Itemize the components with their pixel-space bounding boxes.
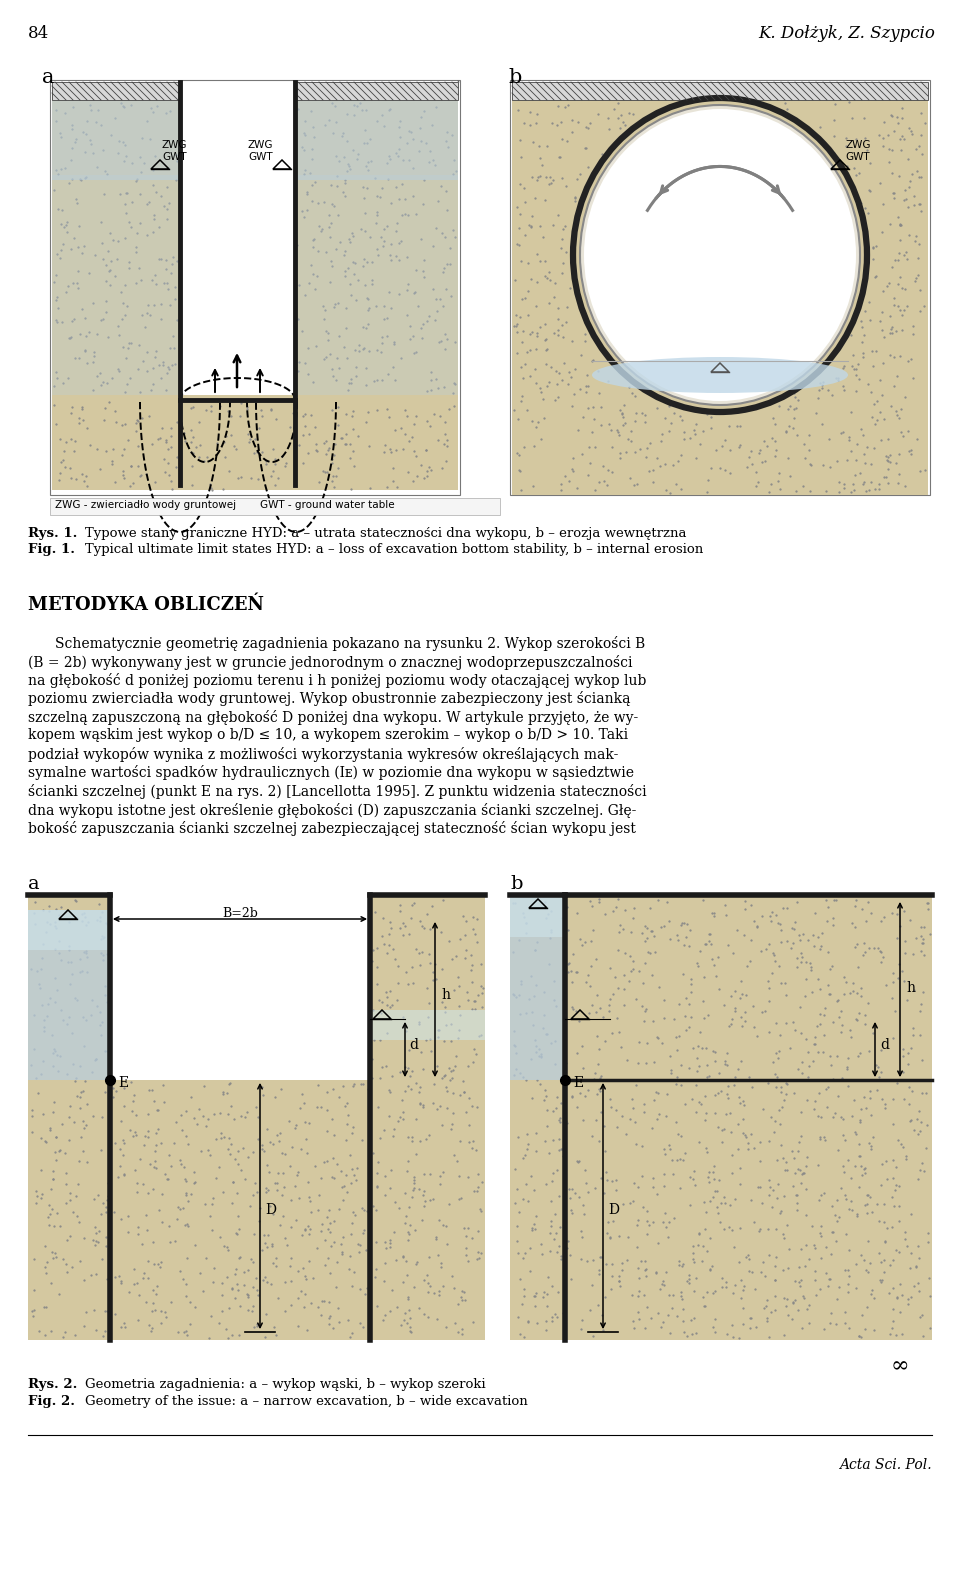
Text: METODYKA OBLICZEŃ: METODYKA OBLICZEŃ (28, 596, 264, 614)
Text: 84: 84 (28, 25, 49, 41)
Text: Geometria zagadnienia: a – wykop wąski, b – wykop szeroki: Geometria zagadnienia: a – wykop wąski, … (85, 1379, 486, 1391)
Text: Rys. 1.: Rys. 1. (28, 526, 78, 541)
Bar (28, 897, 110, 1340)
Text: podział wykopów wynika z możliwości wykorzystania wykresów określających mak-: podział wykopów wynika z możliwości wyko… (28, 747, 618, 762)
Text: poziomu zwierciadła wody gruntowej. Wykop obustronnie zabezpieczony jest ścianką: poziomu zwierciadła wody gruntowej. Wyko… (28, 692, 631, 706)
Bar (510, 897, 932, 1340)
Bar (510, 897, 565, 1080)
Text: Acta Sci. Pol.: Acta Sci. Pol. (839, 1458, 932, 1472)
Text: D: D (265, 1204, 276, 1216)
Ellipse shape (584, 110, 856, 401)
Text: GWT: GWT (248, 153, 273, 162)
Bar (28, 909, 110, 949)
Text: Geometry of the issue: a – narrow excavation, b – wide excavation: Geometry of the issue: a – narrow excava… (85, 1394, 528, 1409)
Text: h: h (906, 981, 915, 995)
Text: a: a (28, 875, 39, 894)
Text: Fig. 2.: Fig. 2. (28, 1394, 75, 1409)
Text: Rys. 2.: Rys. 2. (28, 1379, 78, 1391)
Ellipse shape (580, 105, 860, 405)
Bar (512, 99, 928, 494)
Bar (370, 897, 485, 1340)
Text: dna wykopu istotne jest określenie głębokości (D) zapuszczania ścianki szczelnej: dna wykopu istotne jest określenie głębo… (28, 803, 636, 817)
Text: kopem wąskim jest wykop o b/D ≤ 10, a wykopem szerokim – wykop o b/D > 10. Taki: kopem wąskim jest wykop o b/D ≤ 10, a wy… (28, 728, 628, 743)
Text: E: E (118, 1076, 128, 1091)
Bar (512, 83, 928, 100)
Text: na głębokość d poniżej poziomu terenu i h poniżej poziomu wody otaczającej wykop: na głębokość d poniżej poziomu terenu i … (28, 673, 646, 688)
Bar (510, 80, 930, 494)
Text: B=2b: B=2b (222, 906, 258, 921)
Text: b: b (510, 875, 522, 894)
Text: ścianki szczelnej (punkt E na rys. 2) [Lancellotta 1995]. Z punktu widzenia stat: ścianki szczelnej (punkt E na rys. 2) [L… (28, 784, 647, 800)
Ellipse shape (573, 99, 867, 412)
Bar (52, 91, 180, 394)
Bar (295, 83, 458, 100)
Bar (295, 91, 458, 394)
Text: E: E (573, 1076, 583, 1091)
Text: Typowe stany graniczne HYD: a – utrata stateczności dna wykopu, b – erozja wewnę: Typowe stany graniczne HYD: a – utrata s… (85, 526, 686, 541)
Bar (295, 175, 458, 394)
Bar (370, 1010, 485, 1040)
Bar (510, 897, 565, 937)
Text: GWT - ground water table: GWT - ground water table (260, 499, 395, 510)
Text: Typical ultimate limit states HYD: a – loss of excavation bottom stability, b – : Typical ultimate limit states HYD: a – l… (85, 544, 704, 556)
Text: b: b (508, 68, 521, 87)
Text: K. Dołżyk, Z. Szypcio: K. Dołżyk, Z. Szypcio (758, 25, 935, 41)
Text: d: d (409, 1038, 418, 1053)
Text: ZWG: ZWG (162, 140, 187, 149)
Bar (52, 83, 180, 100)
Text: Schematycznie geometrię zagadnienia pokazano na rysunku 2. Wykop szerokości B: Schematycznie geometrię zagadnienia poka… (55, 636, 645, 650)
Text: bokość zapuszczania ścianki szczelnej zabezpieczającej stateczność ścian wykopu : bokość zapuszczania ścianki szczelnej za… (28, 820, 636, 836)
Text: a: a (42, 68, 55, 87)
Bar (52, 175, 180, 394)
Text: (B = 2b) wykonywany jest w gruncie jednorodnym o znacznej wodoprzepuszczalności: (B = 2b) wykonywany jest w gruncie jedno… (28, 655, 633, 669)
Text: h: h (441, 987, 450, 1002)
Text: GWT: GWT (162, 153, 186, 162)
Bar (52, 100, 180, 180)
Text: ∞: ∞ (891, 1355, 909, 1377)
Text: symalne wartości spadków hydraulicznych (Iᴇ) w poziomie dna wykopu w sąsiedztwie: symalne wartości spadków hydraulicznych … (28, 765, 634, 781)
Bar (110, 1080, 370, 1340)
Bar (50, 80, 460, 494)
Bar (28, 909, 110, 1080)
Text: GWT: GWT (845, 153, 870, 162)
Text: D: D (608, 1204, 619, 1216)
Text: ZWG: ZWG (248, 140, 274, 149)
Text: ZWG - zwierciadło wody gruntowej: ZWG - zwierciadło wody gruntowej (55, 499, 236, 510)
Bar (50, 498, 500, 515)
Text: Fig. 1.: Fig. 1. (28, 544, 75, 556)
Text: ZWG: ZWG (845, 140, 871, 149)
Text: d: d (880, 1038, 889, 1053)
Bar (295, 100, 458, 180)
Text: szczelną zapuszczoną na głębokość D poniżej dna wykopu. W artykule przyjęto, że : szczelną zapuszczoną na głębokość D poni… (28, 711, 638, 725)
Ellipse shape (592, 358, 848, 393)
Bar (52, 394, 458, 490)
